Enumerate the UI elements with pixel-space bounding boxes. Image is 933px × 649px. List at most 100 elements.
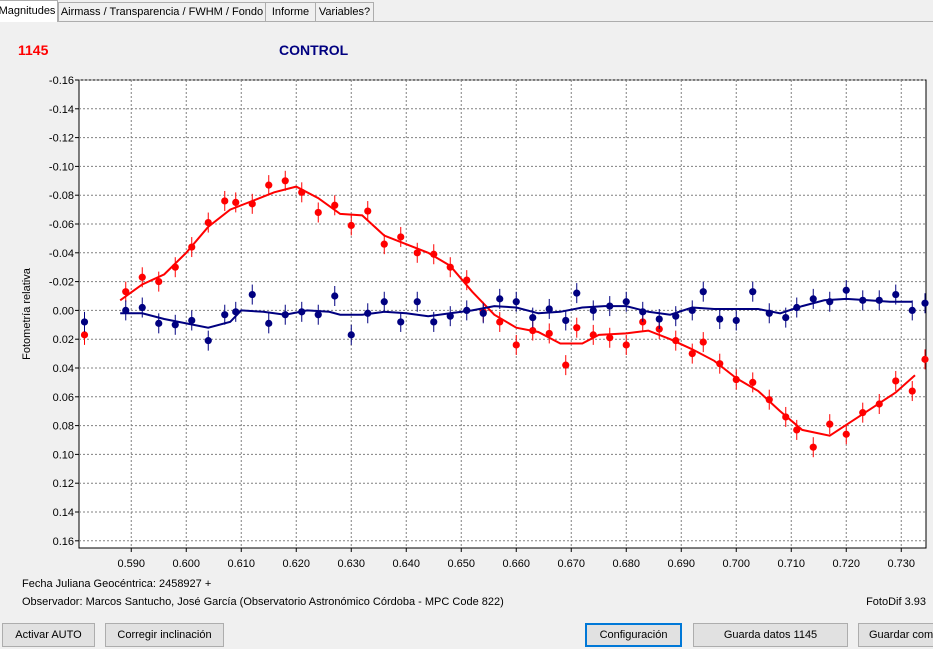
series-1-point	[562, 316, 570, 325]
series-0-point	[921, 355, 929, 363]
series-0-point	[875, 400, 883, 408]
series-0-point	[842, 430, 850, 438]
series-0-point	[699, 338, 707, 346]
x-tick-label: 0.710	[777, 558, 805, 570]
series-1-point	[529, 314, 537, 322]
y-tick-label: 0.08	[53, 421, 74, 433]
series-0-point	[573, 324, 581, 332]
series-0-point	[347, 221, 355, 230]
series-1-point	[347, 331, 355, 339]
series-1-point	[793, 303, 801, 312]
series-0-point	[639, 318, 647, 326]
series-0-point	[765, 396, 773, 404]
axis-ticks: 0.590 0.600 0.610 0.620 0.630 0.640 0.650 0.660…	[49, 75, 915, 570]
series-1-point	[413, 298, 421, 306]
series-0-point	[892, 377, 900, 385]
series-0-point	[589, 331, 597, 339]
series-1-point	[688, 306, 696, 314]
series-1-point	[80, 318, 89, 326]
series-1-point	[782, 314, 790, 322]
series-0-point	[545, 329, 553, 338]
guarda-datos-button[interactable]: Guarda datos 1145	[693, 623, 848, 647]
tab-bar: Magnitudes Airmass / Transparencia / FWH…	[0, 0, 933, 22]
series-0-point	[793, 426, 801, 434]
series-0-point	[562, 361, 570, 369]
tab-airmass[interactable]: Airmass / Transparencia / FWHM / Fondo	[58, 2, 266, 21]
series-1-point	[606, 302, 614, 310]
series-0-point	[171, 263, 179, 271]
x-tick-label: 0.650	[447, 558, 475, 570]
x-tick-label: 0.680	[612, 558, 640, 570]
series-1-point	[155, 319, 163, 327]
y-tick-label: 0.12	[53, 478, 74, 490]
series-1-point	[908, 306, 916, 314]
y-tick-label: -0.12	[49, 133, 74, 145]
series-1-point	[397, 318, 405, 326]
y-tick-label: -0.16	[49, 75, 74, 87]
series-1-point	[298, 308, 306, 316]
series-1-point	[545, 305, 553, 313]
series-1-point	[496, 295, 504, 303]
series-1-point	[655, 315, 663, 323]
series-0-point	[314, 208, 322, 217]
series-0-point	[80, 331, 89, 339]
series-0-point	[232, 198, 240, 206]
series-1-point	[479, 309, 487, 317]
guardar-como-button[interactable]: Guardar como	[858, 623, 933, 647]
x-tick-label: 0.690	[667, 558, 695, 570]
series-1-point	[204, 337, 212, 345]
y-tick-label: 0.06	[53, 392, 74, 404]
series-0-point	[655, 325, 663, 333]
chart-title: CONTROL	[279, 42, 349, 58]
series-0-point	[380, 240, 388, 248]
series-0-point	[446, 263, 454, 271]
series-1-point	[859, 296, 867, 304]
series-1-point	[749, 288, 757, 296]
series-1-point	[314, 311, 322, 319]
x-tick-label: 0.600	[172, 558, 200, 570]
series-0-point	[463, 276, 471, 284]
observer-label: Observador: Marcos Santucho, José García…	[22, 596, 504, 608]
configuracion-button[interactable]: Configuración	[585, 623, 682, 647]
y-tick-label: 0.00	[53, 305, 74, 317]
series-0-point	[496, 318, 504, 326]
x-axis-label: Fecha Juliana Geocéntrica: 2458927 +	[22, 578, 211, 590]
series-0-point	[364, 207, 372, 215]
series-1-point	[765, 309, 773, 317]
series-0-point	[331, 201, 339, 209]
series-0-point	[716, 360, 724, 368]
y-tick-label: 0.10	[53, 449, 74, 461]
series-0-point	[782, 413, 790, 421]
series-1-point	[875, 296, 883, 304]
tab-magnitudes[interactable]: Magnitudes	[0, 0, 58, 22]
series-0-point	[622, 341, 630, 349]
series-0-point	[138, 273, 146, 281]
x-tick-label: 0.640	[392, 558, 420, 570]
x-tick-label: 0.620	[282, 558, 310, 570]
y-tick-label: 0.02	[53, 334, 74, 346]
activar-auto-button[interactable]: Activar AUTO	[2, 623, 95, 647]
y-tick-label: -0.06	[49, 219, 74, 231]
tab-variables[interactable]: Variables?	[315, 2, 374, 21]
chart-id-label: 1145	[18, 42, 49, 58]
series-0-point	[155, 278, 163, 286]
series-0-point	[413, 249, 421, 257]
x-tick-label: 0.720	[832, 558, 860, 570]
series-0-point	[204, 218, 212, 227]
series-layer	[80, 170, 929, 458]
corregir-inclinacion-button[interactable]: Corregir inclinación	[105, 623, 224, 647]
series-1-point	[732, 316, 740, 325]
series-0-point	[606, 334, 614, 342]
series-1-point	[188, 316, 196, 325]
magnitudes-chart: 1145 CONTROL 0.590 0.600 0.610 0.620 0.630 0.…	[18, 42, 929, 608]
series-1-point	[138, 303, 146, 312]
y-tick-label: 0.04	[53, 363, 74, 375]
tab-informe[interactable]: Informe	[265, 2, 316, 21]
series-0-point	[397, 233, 405, 241]
series-1-point	[512, 298, 520, 306]
series-1-point	[699, 288, 707, 296]
series-1-point	[716, 315, 724, 323]
y-tick-label: 0.16	[53, 536, 74, 548]
series-1-point	[921, 299, 929, 307]
series-0-point	[859, 409, 867, 417]
